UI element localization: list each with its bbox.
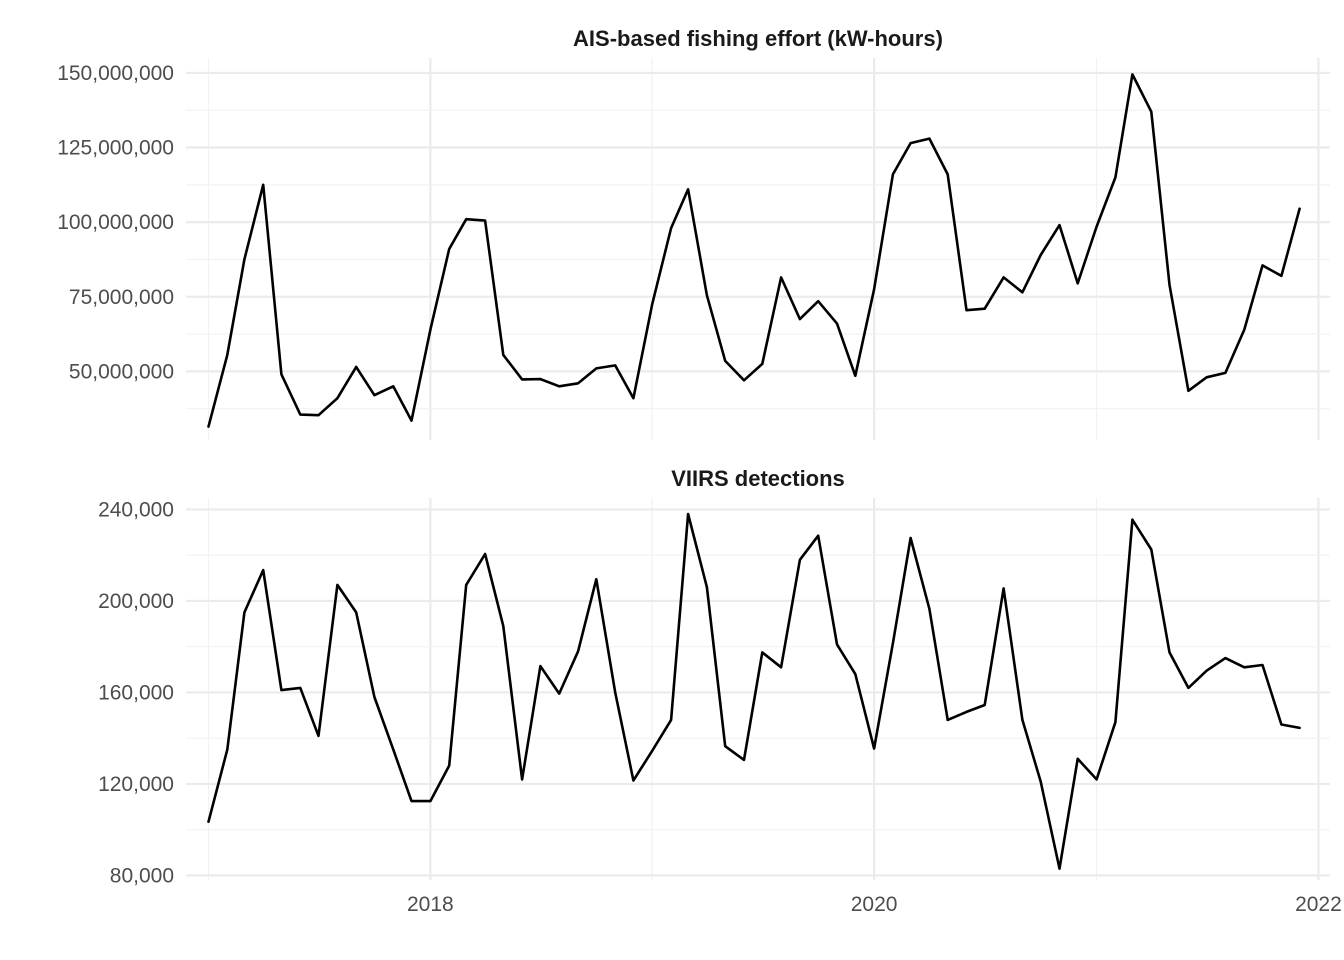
grid-viirs bbox=[186, 498, 1330, 880]
panel-ais-effort: AIS-based fishing effort (kW-hours) 50,0… bbox=[57, 26, 1330, 440]
y-tick-label: 120,000 bbox=[98, 773, 174, 796]
y-tick-label: 75,000,000 bbox=[69, 286, 174, 309]
y-tick-label: 100,000,000 bbox=[57, 211, 174, 234]
y-tick-label: 150,000,000 bbox=[57, 62, 174, 85]
y-tick-label: 125,000,000 bbox=[57, 137, 174, 160]
x-tick-label: 2022 bbox=[1295, 893, 1342, 916]
series-line-ais bbox=[207, 73, 1301, 428]
y-tick-label: 160,000 bbox=[98, 681, 174, 704]
y-tick-label: 240,000 bbox=[98, 498, 174, 521]
panel-title-viirs: VIIRS detections bbox=[671, 466, 845, 491]
x-tick-label: 2020 bbox=[851, 893, 898, 916]
y-tick-label: 200,000 bbox=[98, 590, 174, 613]
y-tick-label: 80,000 bbox=[110, 864, 174, 887]
series-line-viirs bbox=[207, 512, 1301, 870]
panel-title-ais: AIS-based fishing effort (kW-hours) bbox=[573, 26, 943, 51]
y-tick-label: 50,000,000 bbox=[69, 360, 174, 383]
x-tick-label: 2018 bbox=[407, 893, 454, 916]
panel-viirs-detections: VIIRS detections 80,000 120,000 160,000 200… bbox=[98, 466, 1342, 916]
grid-ais bbox=[186, 58, 1330, 440]
